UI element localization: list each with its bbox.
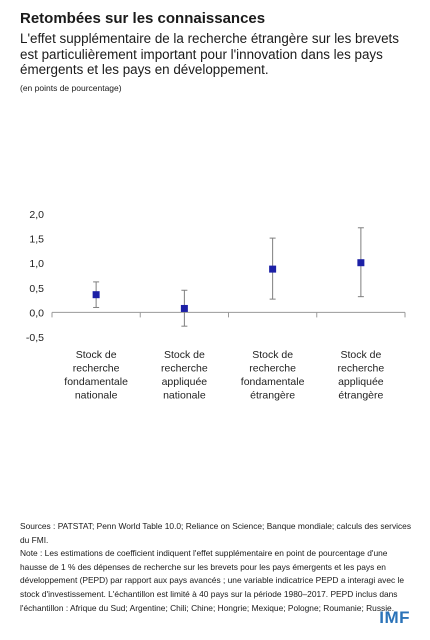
x-category-label: recherche xyxy=(338,363,385,375)
x-category-label: appliquée xyxy=(338,376,384,388)
y-tick-label: 2,0 xyxy=(29,209,44,221)
unit-label: (en points de pourcentage) xyxy=(20,83,122,93)
x-category-label: étrangère xyxy=(338,390,383,402)
data-point xyxy=(357,259,365,267)
chart-notes: Sources : PATSTAT; Penn World Table 10.0… xyxy=(20,520,415,615)
x-category-label: recherche xyxy=(249,363,296,375)
x-category-label: fondamentale xyxy=(241,376,305,388)
sources-note: Sources : PATSTAT; Penn World Table 10.0… xyxy=(20,521,412,545)
imf-logo: IMF xyxy=(379,608,410,627)
y-tick-label: 0,0 xyxy=(29,307,44,319)
x-category-label: Stock de xyxy=(164,349,205,361)
chart-subtitle: L'effet supplémentaire de la recherche é… xyxy=(20,31,399,77)
x-category-label: nationale xyxy=(163,390,206,402)
x-category-label: étrangère xyxy=(250,390,295,402)
x-category-label: recherche xyxy=(73,363,120,375)
x-category-label: nationale xyxy=(75,390,118,402)
x-category-label: Stock de xyxy=(340,349,381,361)
y-tick-label: 1,5 xyxy=(29,234,44,246)
y-tick-label: 1,0 xyxy=(29,258,44,270)
x-category-label: appliquée xyxy=(162,376,208,388)
y-tick-label: 0,5 xyxy=(29,283,44,295)
data-point xyxy=(92,291,100,299)
x-category-label: Stock de xyxy=(76,349,117,361)
data-point xyxy=(269,265,277,273)
x-category-label: recherche xyxy=(161,363,208,375)
x-category-label: fondamentale xyxy=(64,376,128,388)
y-tick-label: -0,5 xyxy=(26,332,44,344)
methodology-note: Note : Les estimations de coefficient in… xyxy=(20,548,405,613)
data-point xyxy=(180,304,188,312)
x-category-label: Stock de xyxy=(252,349,293,361)
chart-title: Retombées sur les connaissances xyxy=(20,10,266,27)
